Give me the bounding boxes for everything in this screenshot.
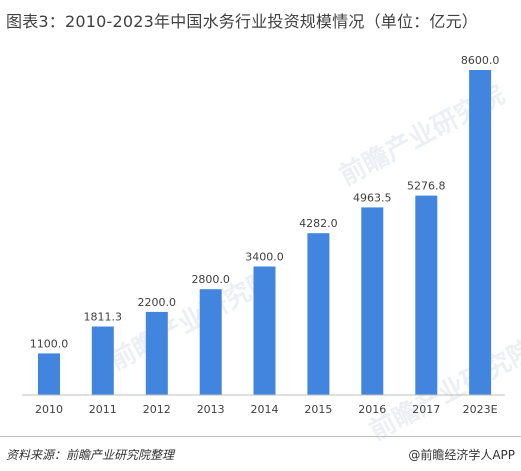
bar-2016 xyxy=(361,207,384,395)
value-label-2023E: 8600.0 xyxy=(461,54,500,67)
value-label-2017: 5276.8 xyxy=(407,180,446,193)
value-label-2010: 1100.0 xyxy=(30,337,69,350)
x-tick-2016: 2016 xyxy=(358,403,386,416)
x-tick-2012: 2012 xyxy=(143,403,171,416)
x-tick-2023E: 2023E xyxy=(463,403,498,416)
bar-2015 xyxy=(307,233,330,395)
chart-title: 图表3：2010-2023年中国水务行业投资规模情况（单位：亿元） xyxy=(6,12,478,31)
brand-credit: @前瞻经济学人APP xyxy=(408,448,515,462)
value-label-2011: 1811.3 xyxy=(84,311,123,324)
bar-2012 xyxy=(145,311,168,395)
bar-group xyxy=(38,70,492,395)
value-label-2014: 3400.0 xyxy=(245,251,284,264)
x-tick-2011: 2011 xyxy=(89,403,117,416)
x-tick-2013: 2013 xyxy=(197,403,225,416)
bar-2017 xyxy=(415,195,438,395)
value-label-group: 1100.0 1811.3 2200.0 2800.0 3400.0 4282.0 4963… xyxy=(30,54,500,350)
x-tick-label-group: 2010 2011 2012 2013 2014 2015 2016 2017 2023E xyxy=(35,403,498,416)
value-label-2016: 4963.5 xyxy=(353,191,392,204)
bar-2013 xyxy=(199,289,222,395)
value-label-2013: 2800.0 xyxy=(191,273,230,286)
bar-2011 xyxy=(91,326,114,395)
x-tick-2017: 2017 xyxy=(412,403,440,416)
bar-2010 xyxy=(38,353,60,395)
x-tick-2015: 2015 xyxy=(304,403,332,416)
bar-2023E xyxy=(469,70,492,395)
footer: 资料来源：前瞻产业研究院整理 @前瞻经济学人APP xyxy=(0,436,521,471)
value-label-2012: 2200.0 xyxy=(138,296,177,309)
bar-2014 xyxy=(253,266,276,395)
source-note: 资料来源：前瞻产业研究院整理 xyxy=(6,448,175,462)
x-tick-2010: 2010 xyxy=(35,403,63,416)
bar-chart: 1100.0 1811.3 2200.0 2800.0 3400.0 4282.0 4963… xyxy=(22,54,505,416)
x-tick-2014: 2014 xyxy=(251,403,279,416)
value-label-2015: 4282.0 xyxy=(299,217,338,230)
